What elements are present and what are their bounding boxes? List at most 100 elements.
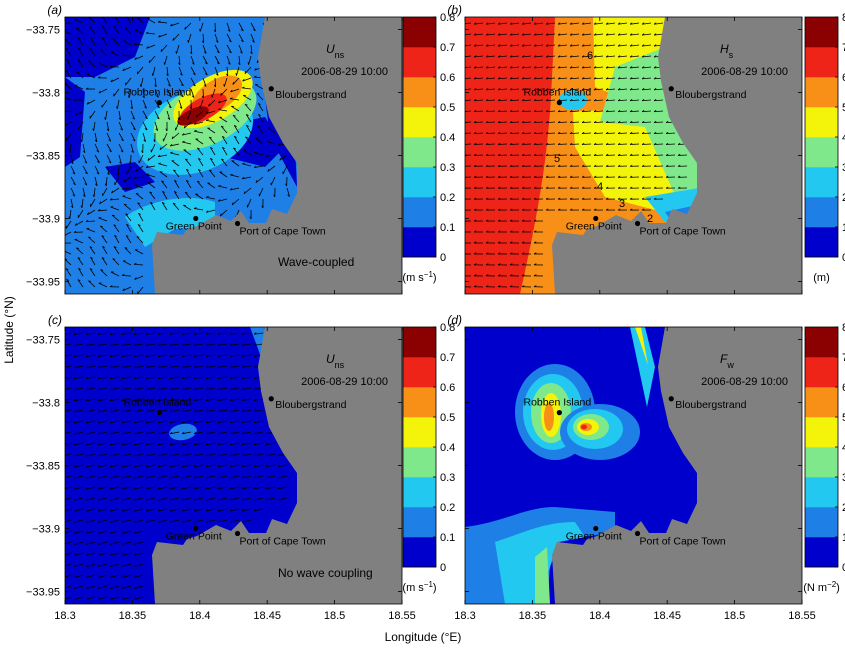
current-vector: [74, 354, 84, 358]
current-vector: [160, 44, 168, 53]
current-vector-head: [171, 136, 174, 140]
current-vector: [182, 376, 192, 379]
current-vector-head: [196, 114, 198, 118]
current-vector-head: [133, 498, 137, 501]
x-tick-label: 18.4: [189, 610, 210, 622]
current-vector-head: [110, 498, 113, 501]
current-vector-head: [190, 51, 193, 55]
current-vector: [86, 552, 96, 556]
colorbar-unit: (N m−2): [803, 580, 840, 595]
y-axis-label: Latitude (°N): [2, 296, 16, 364]
current-vector: [158, 332, 168, 335]
current-vector-head: [229, 497, 233, 501]
current-vector-head: [97, 431, 101, 435]
current-vector-head: [665, 120, 669, 123]
current-vector-head: [157, 431, 161, 435]
current-vector: [258, 114, 264, 123]
current-vector-head: [279, 157, 282, 161]
current-vector: [173, 169, 180, 178]
current-vector: [130, 99, 133, 109]
current-vector: [74, 497, 84, 501]
current-vector: [65, 453, 72, 456]
current-vector: [113, 88, 120, 97]
current-vector-head: [229, 486, 233, 490]
current-vector: [125, 213, 132, 222]
current-vector: [267, 165, 276, 172]
x-tick-label: 18.5: [324, 610, 345, 622]
current-vector: [110, 365, 120, 369]
current-vector-head: [253, 420, 257, 423]
current-vector-head: [557, 66, 561, 69]
current-vector-head: [253, 387, 257, 390]
current-vector-head: [205, 431, 209, 435]
current-vector-head: [78, 47, 81, 50]
current-vector: [509, 99, 520, 102]
current-vector-head: [485, 197, 489, 200]
current-vector-head: [641, 197, 645, 200]
current-vector-head: [88, 280, 92, 282]
current-vector: [110, 541, 120, 545]
current-vector-head: [473, 22, 477, 25]
current-vector-head: [497, 274, 501, 277]
current-vector: [98, 464, 108, 468]
current-vector: [182, 508, 192, 512]
current-vector-head: [629, 109, 633, 113]
contour-label: 5: [554, 153, 560, 165]
current-vector-head: [205, 509, 209, 512]
current-vector: [497, 121, 508, 124]
current-vector-head: [134, 277, 137, 280]
current-vector-head: [253, 29, 256, 32]
current-vector: [122, 585, 132, 589]
current-vector-head: [557, 44, 561, 47]
current-vector: [582, 66, 592, 69]
current-vector: [465, 33, 472, 36]
current-vector-head: [569, 44, 573, 47]
current-vector-head: [617, 44, 621, 47]
field-layer: [65, 17, 402, 294]
current-vector-head: [509, 22, 513, 25]
current-vector: [641, 143, 652, 145]
current-vector-head: [641, 55, 645, 58]
current-vector-head: [169, 431, 173, 435]
colorbar-swatch: [403, 477, 436, 508]
current-vector: [134, 184, 144, 189]
current-vector-head: [85, 476, 89, 479]
current-vector: [86, 574, 96, 578]
current-vector: [110, 431, 120, 435]
current-vector: [146, 354, 156, 357]
current-vector-head: [184, 191, 188, 194]
current-vector: [230, 497, 240, 501]
unit-tail: ): [433, 582, 437, 594]
current-vector-head: [485, 22, 489, 25]
current-vector: [182, 420, 192, 424]
current-vector: [74, 85, 84, 90]
x-tick-label: 18.35: [119, 610, 147, 622]
current-vector: [218, 464, 228, 468]
current-vector-head: [509, 252, 513, 255]
current-vector: [182, 387, 192, 390]
current-vector: [465, 132, 472, 134]
current-vector: [110, 453, 120, 457]
current-vector: [254, 453, 264, 457]
current-vector: [178, 77, 184, 87]
current-vector-head: [193, 398, 197, 401]
current-vector: [86, 376, 96, 380]
current-vector: [244, 104, 252, 112]
current-vector: [170, 475, 180, 479]
current-vector: [474, 88, 484, 91]
current-vector: [65, 486, 72, 489]
current-vector: [171, 132, 180, 140]
current-vector-head: [521, 241, 525, 244]
current-vector: [136, 236, 144, 244]
current-vector-head: [593, 55, 597, 58]
current-vector-head: [205, 343, 209, 346]
current-vector: [243, 187, 252, 195]
current-vector: [198, 158, 204, 167]
current-vector: [89, 48, 96, 57]
current-vector-head: [485, 153, 489, 156]
current-vector: [257, 125, 264, 134]
current-vector: [65, 38, 72, 46]
current-vector: [533, 143, 544, 145]
current-vector: [65, 508, 72, 512]
